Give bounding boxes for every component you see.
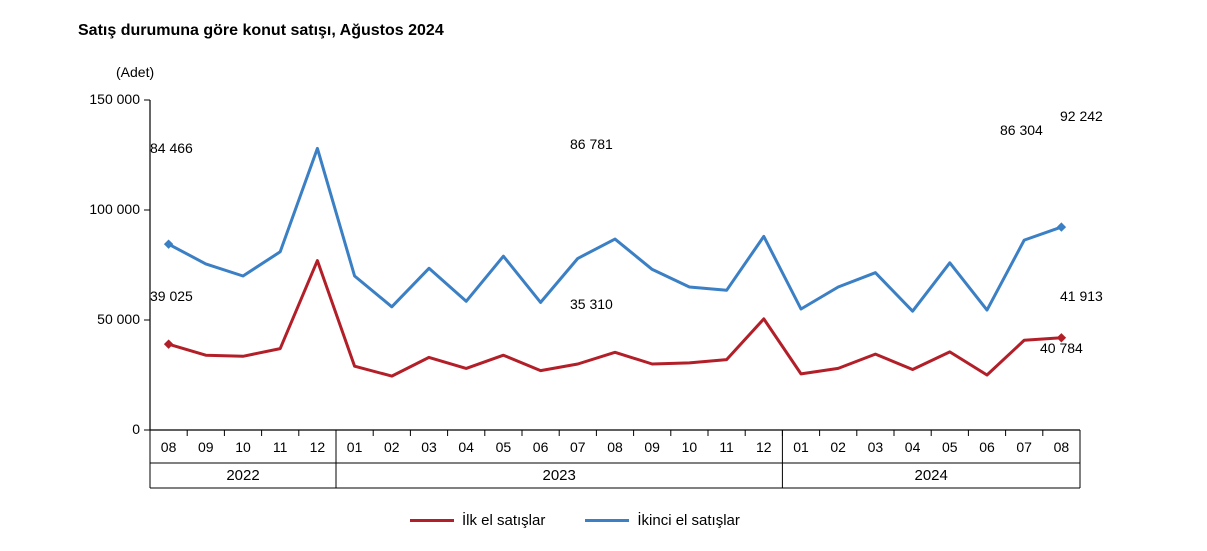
x-month-label: 07 (563, 439, 593, 455)
x-month-label: 09 (191, 439, 221, 455)
x-month-label: 06 (526, 439, 556, 455)
chart-container: Satış durumuna göre konut satışı, Ağusto… (0, 0, 1207, 551)
x-month-label: 05 (935, 439, 965, 455)
x-year-label: 2022 (213, 467, 273, 484)
x-year-label: 2024 (901, 467, 961, 484)
data-label: 35 310 (570, 296, 613, 312)
legend-swatch (585, 519, 629, 522)
data-label: 92 242 (1060, 108, 1103, 124)
data-label: 41 913 (1060, 288, 1103, 304)
x-month-label: 05 (488, 439, 518, 455)
legend-swatch (410, 519, 454, 522)
x-month-label: 10 (674, 439, 704, 455)
x-month-label: 02 (823, 439, 853, 455)
x-month-label: 11 (712, 439, 742, 455)
legend-label: İlk el satışlar (462, 512, 545, 529)
legend: İlk el satışlar İkinci el satışlar (410, 512, 740, 529)
data-label: 86 781 (570, 136, 613, 152)
x-month-label: 02 (377, 439, 407, 455)
x-month-label: 08 (600, 439, 630, 455)
x-month-label: 01 (340, 439, 370, 455)
data-label: 86 304 (1000, 122, 1043, 138)
x-month-label: 01 (786, 439, 816, 455)
x-month-label: 10 (228, 439, 258, 455)
data-label: 84 466 (150, 140, 193, 156)
y-tick-label: 50 000 (97, 311, 140, 327)
x-month-label: 06 (972, 439, 1002, 455)
y-tick-label: 100 000 (89, 201, 140, 217)
x-month-label: 12 (302, 439, 332, 455)
chart-svg (0, 0, 1207, 551)
legend-label: İkinci el satışlar (637, 512, 740, 529)
x-month-label: 08 (1046, 439, 1076, 455)
x-month-label: 07 (1009, 439, 1039, 455)
legend-item: İlk el satışlar (410, 512, 545, 529)
data-label: 40 784 (1040, 340, 1083, 356)
x-month-label: 03 (414, 439, 444, 455)
x-month-label: 11 (265, 439, 295, 455)
y-tick-label: 150 000 (89, 91, 140, 107)
x-month-label: 04 (451, 439, 481, 455)
x-year-label: 2023 (529, 467, 589, 484)
x-month-label: 03 (860, 439, 890, 455)
x-month-label: 08 (154, 439, 184, 455)
y-tick-label: 0 (132, 421, 140, 437)
data-label: 39 025 (150, 288, 193, 304)
x-month-label: 04 (898, 439, 928, 455)
x-month-label: 09 (637, 439, 667, 455)
x-month-label: 12 (749, 439, 779, 455)
legend-item: İkinci el satışlar (585, 512, 740, 529)
